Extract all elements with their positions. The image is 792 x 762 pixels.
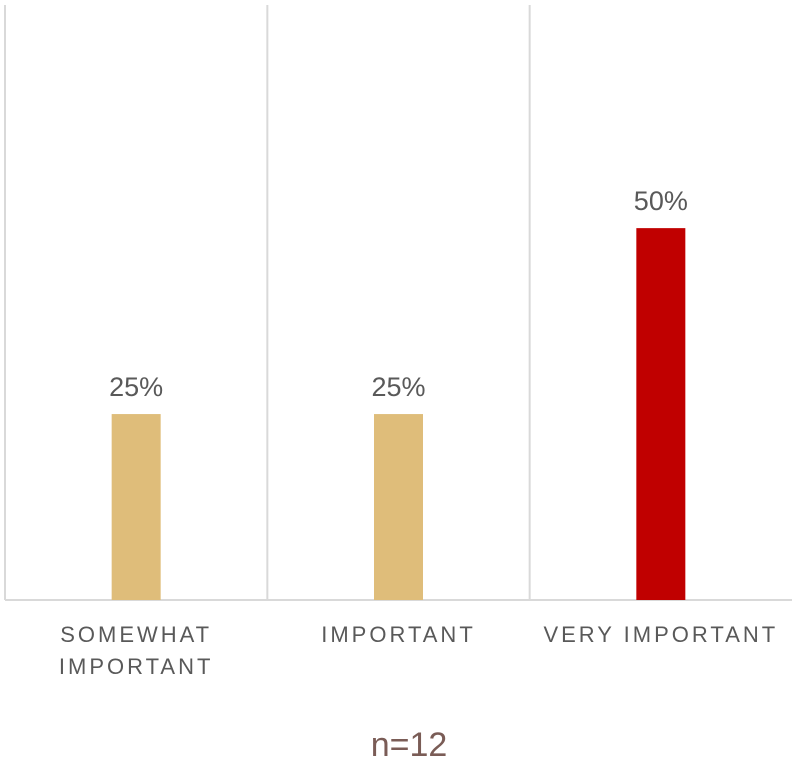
bar-very-important xyxy=(636,228,686,600)
category-separators xyxy=(4,5,531,600)
data-labels: 25% 25% 50% xyxy=(109,186,688,402)
category-label: IMPORTANT xyxy=(321,622,476,647)
bars xyxy=(111,228,686,600)
data-label: 50% xyxy=(634,186,688,216)
category-labels: SOMEWHAT IMPORTANT IMPORTANT VERY IMPORTANT xyxy=(59,622,778,679)
sample-size-note: n=12 xyxy=(371,726,448,762)
bar-somewhat-important xyxy=(111,414,161,600)
category-label: SOMEWHAT IMPORTANT xyxy=(59,622,214,679)
category-label: VERY IMPORTANT xyxy=(543,622,778,647)
data-label: 25% xyxy=(371,372,425,402)
bar-important xyxy=(374,414,423,600)
data-label: 25% xyxy=(109,372,163,402)
